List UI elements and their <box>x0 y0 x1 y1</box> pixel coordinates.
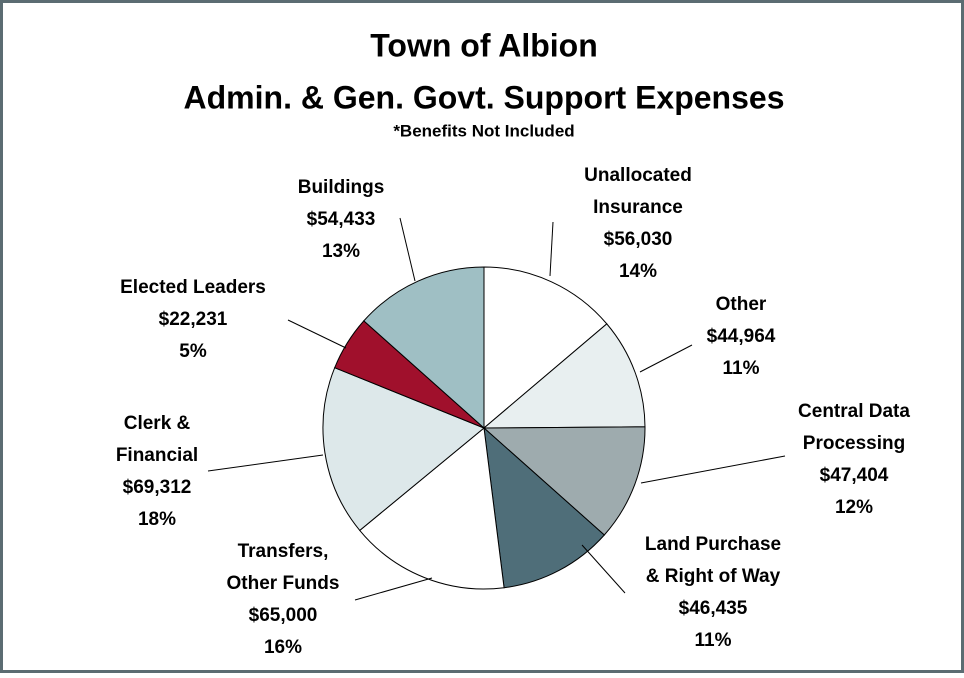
pie-slice <box>359 427 505 590</box>
leader-line <box>639 344 693 373</box>
slice-label: Elected Leaders <box>120 277 266 298</box>
leader-line <box>207 454 324 472</box>
slice-label: Land Purchase <box>645 534 781 555</box>
slice-label: Financial <box>116 445 198 466</box>
slice-label: Other Funds <box>227 573 340 594</box>
chart-subtitle: *Benefits Not Included <box>393 121 574 140</box>
value-label: $65,000 <box>249 605 318 626</box>
value-label: $69,312 <box>123 477 192 498</box>
pie-slice <box>482 426 646 536</box>
leader-line <box>640 455 786 484</box>
percent-label: 11% <box>695 630 732 651</box>
value-label: $47,404 <box>820 465 889 486</box>
leader-line <box>354 577 433 601</box>
leader-line <box>549 221 554 277</box>
percent-label: 18% <box>138 509 176 530</box>
percent-label: 11% <box>723 358 760 379</box>
slice-label: Buildings <box>298 177 385 198</box>
slice-label: Central Data <box>798 401 910 422</box>
pie-slice <box>483 426 606 589</box>
pie-slice <box>483 266 608 430</box>
value-label: $46,435 <box>679 598 748 619</box>
percent-label: 16% <box>264 637 302 658</box>
percent-label: 5% <box>179 341 207 362</box>
value-label: $56,030 <box>604 229 673 250</box>
percent-label: 14% <box>619 261 657 282</box>
pie-slice <box>322 367 485 532</box>
slice-label: Clerk & <box>124 413 191 434</box>
slice-label: Other <box>716 294 767 315</box>
chart-title: Town of Albion <box>370 27 597 63</box>
slice-label: Insurance <box>593 197 683 218</box>
pie-slice <box>482 323 646 429</box>
slice-label: Unallocated <box>584 165 692 186</box>
slice-label: & Right of Way <box>646 566 781 587</box>
percent-label: 12% <box>835 497 873 518</box>
slice-label: Transfers, <box>238 541 329 562</box>
leader-line <box>287 319 347 349</box>
leader-line <box>399 217 416 282</box>
value-label: $54,433 <box>307 209 376 230</box>
percent-label: 13% <box>322 241 360 262</box>
value-label: $22,231 <box>159 309 228 330</box>
pie-slice <box>363 266 485 430</box>
leader-line <box>581 544 626 594</box>
chart-title: Admin. & Gen. Govt. Support Expenses <box>184 79 785 115</box>
slice-label: Processing <box>803 433 905 454</box>
value-label: $44,964 <box>707 326 776 347</box>
